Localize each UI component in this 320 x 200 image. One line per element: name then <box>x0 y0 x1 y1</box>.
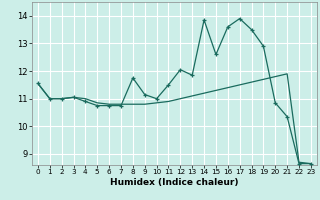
X-axis label: Humidex (Indice chaleur): Humidex (Indice chaleur) <box>110 178 239 187</box>
